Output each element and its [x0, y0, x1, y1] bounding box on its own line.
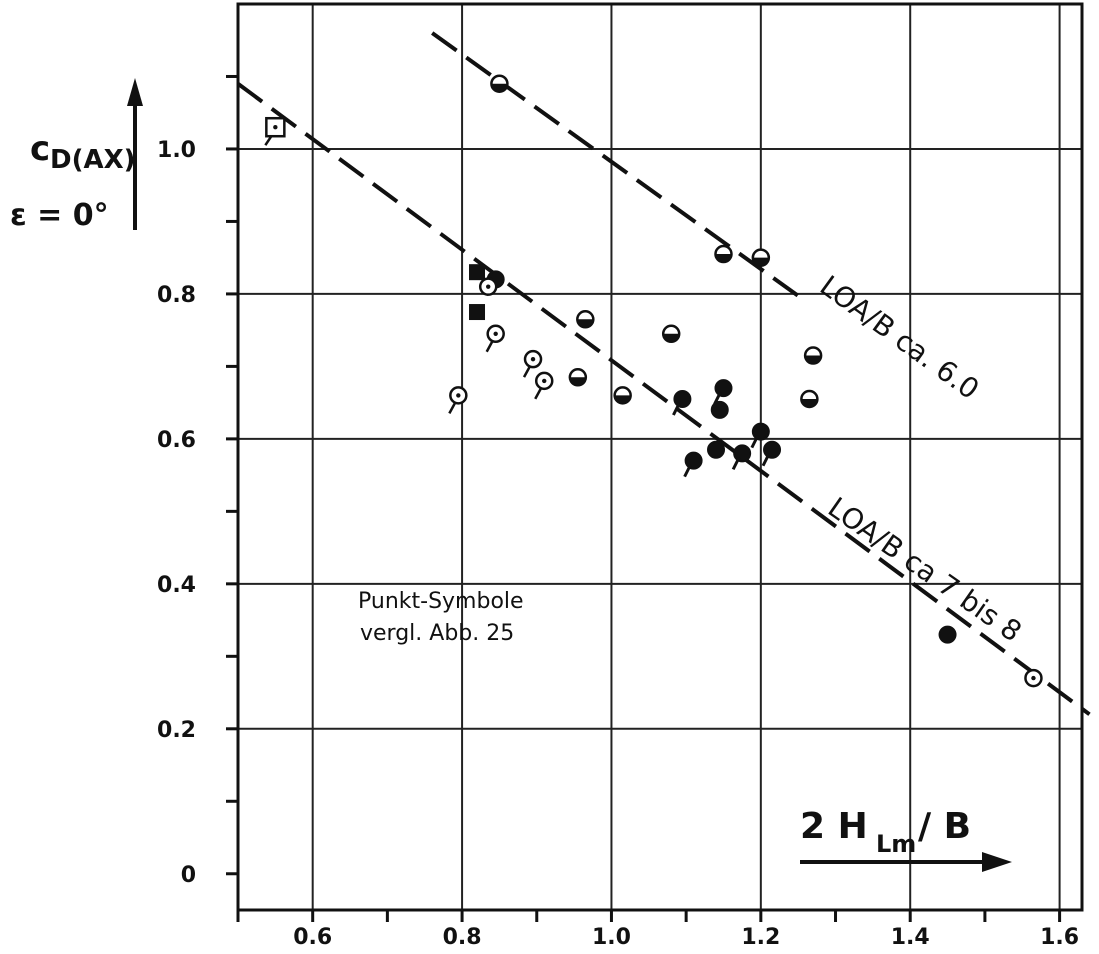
y-axis-label-sub: D(AX): [50, 145, 136, 175]
data-point: [751, 248, 771, 267]
y-tick-label: 0.4: [157, 573, 196, 598]
x-tick-label: 1.4: [891, 925, 930, 950]
data-point: [522, 349, 543, 378]
x-axis-label-main: 2 H: [800, 806, 868, 847]
x-axis-label: 2 H Lm / B: [800, 806, 971, 858]
data-points: [264, 74, 1043, 688]
data-point: [707, 440, 726, 459]
data-point: [534, 371, 554, 400]
data-point: [576, 310, 595, 329]
data-point: [803, 346, 823, 365]
data-point: [490, 74, 509, 93]
annotation-line-1: Punkt-Symbole: [358, 589, 524, 614]
data-point: [800, 389, 819, 409]
y-tick-label: 0.8: [157, 283, 196, 308]
x-tick-label: 1.0: [592, 925, 631, 950]
data-point: [478, 277, 498, 296]
data-point: [485, 324, 505, 353]
data-point: [761, 440, 782, 467]
trend-line-2: [236, 82, 1091, 716]
data-point: [448, 386, 468, 414]
y-axis-condition: ε = 0°: [10, 198, 109, 233]
data-point: [469, 304, 486, 321]
data-point: [714, 244, 733, 264]
data-point: [1024, 668, 1043, 688]
data-point: [731, 444, 752, 471]
x-axis-label-tail: / B: [918, 806, 971, 847]
grid-lines: [238, 4, 1082, 910]
data-point: [710, 400, 729, 419]
x-tick-labels: 0.6 0.8 1.0 1.2 1.4 1.6: [293, 925, 1079, 950]
x-tick-label: 0.8: [443, 925, 482, 950]
y-tick-labels: 0 0.2 0.4 0.6 0.8 1.0: [157, 138, 196, 888]
data-point: [469, 264, 486, 281]
data-point: [938, 625, 957, 644]
trend-line-label-2: LOA/B ca 7 bis 8: [822, 491, 1028, 649]
data-point: [672, 390, 692, 416]
data-point: [713, 379, 733, 405]
trend-lines: [236, 31, 1091, 716]
y-tick-label: 0.2: [157, 718, 196, 743]
data-point: [750, 422, 770, 449]
data-point: [264, 116, 286, 146]
y-axis-arrow: [127, 78, 143, 230]
x-tick-label: 1.6: [1040, 925, 1079, 950]
y-tick-label: 1.0: [157, 138, 196, 163]
trend-line-1: [431, 31, 807, 303]
axis-ticks: [226, 74, 1062, 922]
data-point: [661, 324, 681, 344]
trend-line-label-1: LOA/B ca. 6.0: [814, 269, 985, 406]
x-tick-label: 1.2: [741, 925, 780, 950]
data-point: [613, 386, 632, 405]
y-tick-label: 0: [181, 863, 196, 888]
x-axis-arrow: [800, 852, 1012, 872]
y-axis-label: c D(AX) ε = 0°: [10, 129, 136, 233]
y-axis-label-main: c: [30, 129, 50, 169]
x-tick-label: 0.6: [293, 925, 332, 950]
data-point: [568, 368, 588, 387]
x-axis-label-sub: Lm: [876, 830, 916, 858]
annotation-line-2: vergl. Abb. 25: [360, 621, 514, 646]
plot-frame: [236, 2, 1084, 912]
data-point: [683, 451, 703, 478]
y-tick-label: 0.6: [157, 428, 196, 453]
